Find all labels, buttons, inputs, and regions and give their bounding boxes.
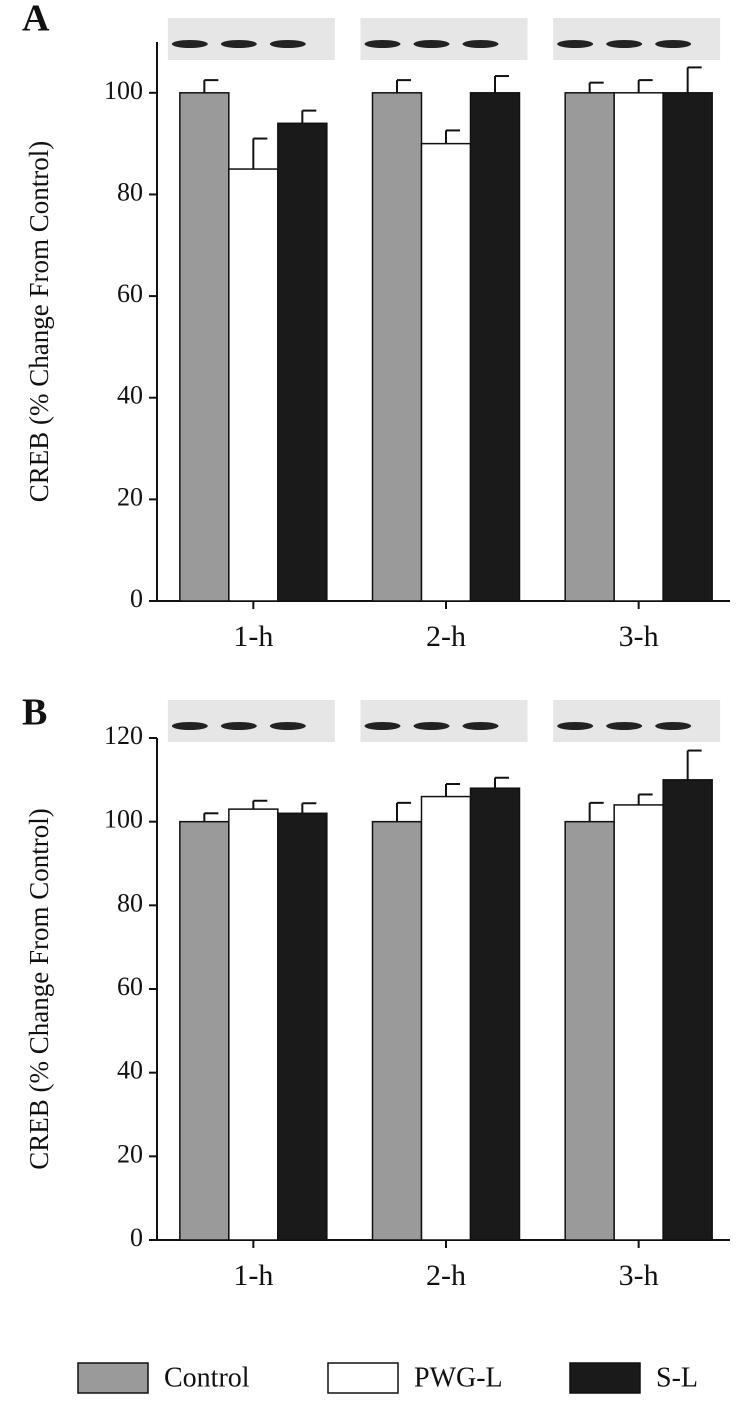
legend-label: PWG-L bbox=[414, 1362, 503, 1393]
legend-label: S-L bbox=[656, 1362, 698, 1393]
y-tick-label: 80 bbox=[117, 888, 143, 917]
blot-band bbox=[557, 40, 594, 48]
blot-image bbox=[553, 700, 721, 742]
x-tick-label: 1-h bbox=[233, 1259, 273, 1292]
y-tick-label: 100 bbox=[104, 805, 143, 834]
legend-label: Control bbox=[164, 1362, 250, 1393]
blot-band bbox=[655, 40, 692, 48]
bar bbox=[371, 820, 423, 1241]
y-tick-label: 40 bbox=[117, 1056, 143, 1085]
bar bbox=[228, 808, 279, 1241]
y-tick-label: 40 bbox=[117, 381, 143, 410]
x-tick-label: 2-h bbox=[426, 1259, 466, 1292]
y-axis-label: CREB (% Change From Control) bbox=[24, 141, 54, 502]
blot-band bbox=[557, 722, 594, 730]
bar bbox=[277, 122, 328, 602]
y-tick-label: 60 bbox=[117, 972, 143, 1001]
blot-image bbox=[360, 700, 528, 742]
blot-band bbox=[171, 40, 208, 48]
blot-band bbox=[269, 722, 306, 730]
y-axis-label: CREB (% Change From Control) bbox=[24, 808, 54, 1169]
bar bbox=[228, 168, 279, 602]
bar bbox=[469, 787, 521, 1241]
bar bbox=[613, 92, 664, 602]
y-tick-label: 20 bbox=[117, 1139, 143, 1168]
bar bbox=[420, 795, 472, 1241]
blot-band bbox=[462, 722, 499, 730]
y-tick-label: 0 bbox=[130, 1223, 143, 1252]
blot-band bbox=[364, 40, 401, 48]
x-tick-label: 2-h bbox=[426, 620, 466, 653]
bar bbox=[564, 820, 615, 1241]
y-tick-label: 0 bbox=[130, 584, 143, 613]
blot-band bbox=[606, 40, 643, 48]
panel-label: B bbox=[22, 692, 47, 734]
bar bbox=[613, 804, 664, 1241]
y-tick-label: 20 bbox=[117, 482, 143, 511]
x-tick-label: 3-h bbox=[619, 1259, 659, 1292]
y-tick-label: 100 bbox=[104, 76, 143, 105]
bar bbox=[662, 779, 713, 1241]
bar bbox=[469, 92, 521, 602]
bar bbox=[179, 92, 230, 602]
x-tick-label: 1-h bbox=[233, 620, 273, 653]
bar bbox=[564, 92, 615, 602]
blot-image bbox=[167, 18, 335, 60]
blot-image bbox=[360, 18, 528, 60]
blot-band bbox=[364, 722, 401, 730]
blot-band bbox=[462, 40, 499, 48]
x-tick-label: 3-h bbox=[619, 620, 659, 653]
blot-band bbox=[171, 722, 208, 730]
bar bbox=[371, 92, 423, 602]
bar bbox=[662, 92, 713, 602]
blot-band bbox=[269, 40, 306, 48]
blot-band bbox=[606, 722, 643, 730]
legend-swatch bbox=[77, 1362, 149, 1394]
y-tick-label: 80 bbox=[117, 177, 143, 206]
blot-band bbox=[220, 40, 257, 48]
legend-swatch bbox=[569, 1362, 641, 1394]
panel-label: A bbox=[22, 0, 50, 40]
blot-band bbox=[220, 722, 257, 730]
y-tick-label: 120 bbox=[104, 721, 143, 750]
blot-image bbox=[553, 18, 721, 60]
bar bbox=[420, 142, 472, 602]
y-tick-label: 60 bbox=[117, 279, 143, 308]
blot-band bbox=[413, 40, 450, 48]
blot-band bbox=[413, 722, 450, 730]
blot-image bbox=[167, 700, 335, 742]
blot-band bbox=[655, 722, 692, 730]
legend-swatch bbox=[327, 1362, 399, 1394]
bar bbox=[277, 812, 328, 1241]
bar bbox=[179, 820, 230, 1241]
